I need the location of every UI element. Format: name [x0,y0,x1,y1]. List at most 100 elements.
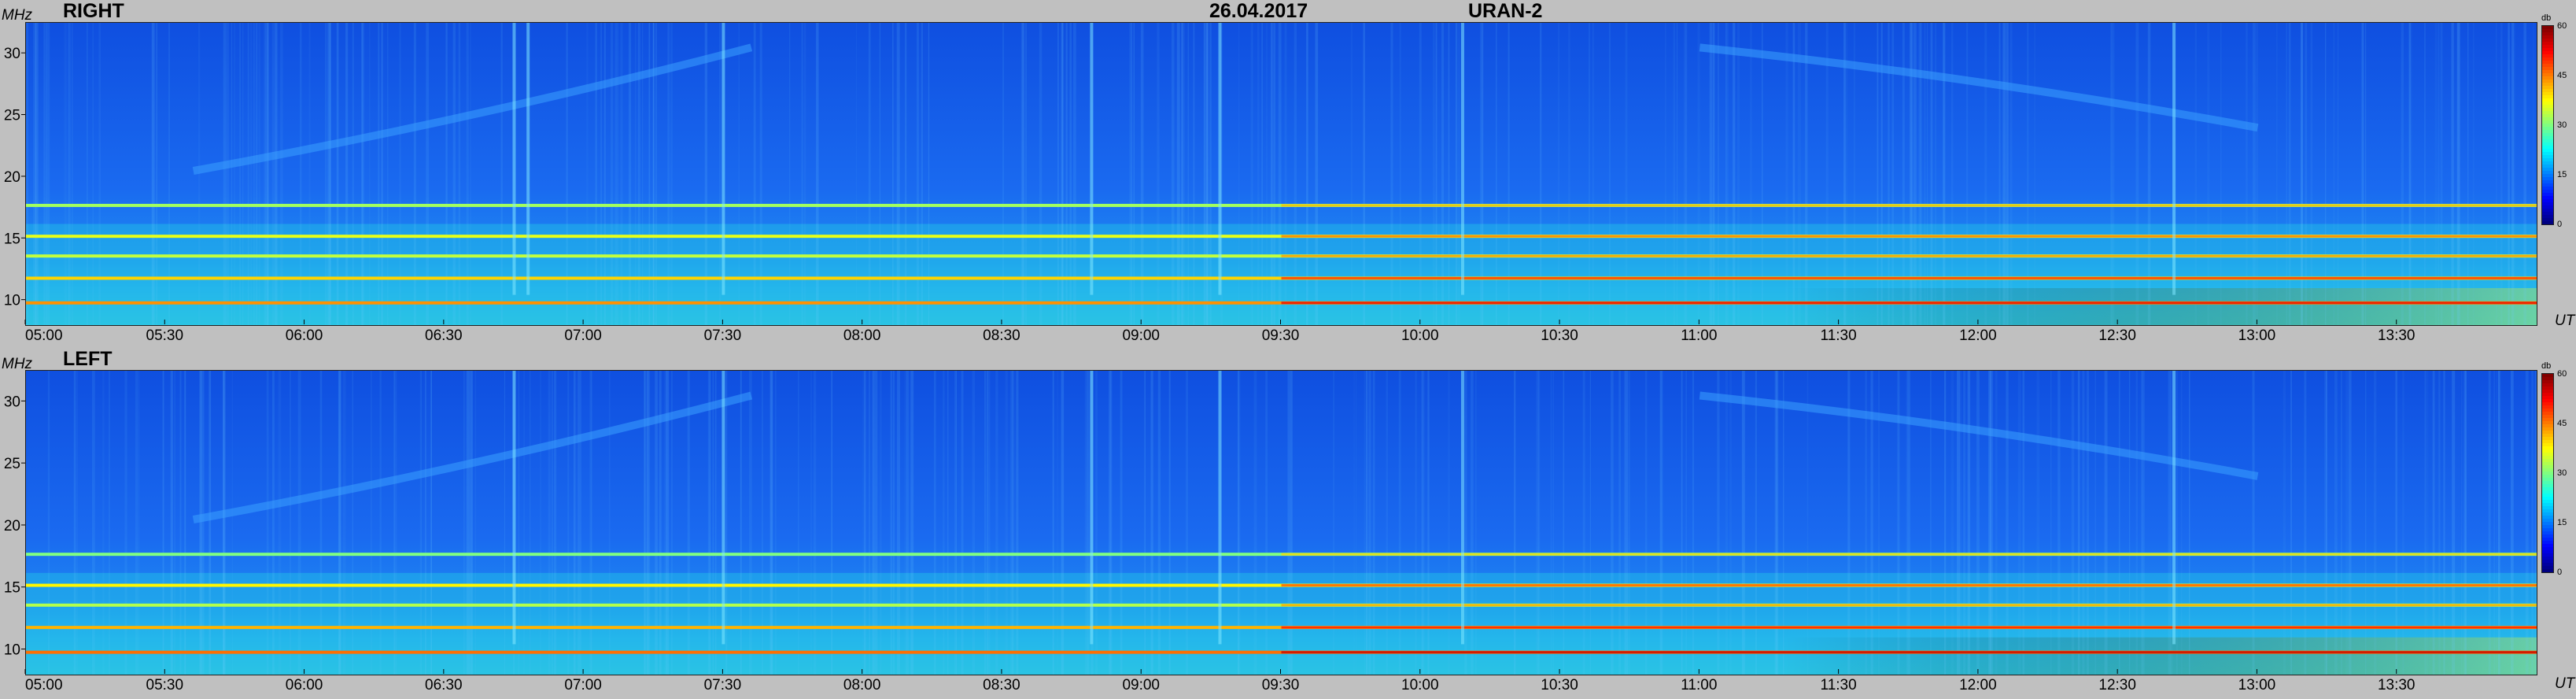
noise-column [1368,371,1371,675]
colorbar-step [2542,136,2553,140]
noise-column [272,371,275,675]
spike-6 [2172,23,2176,295]
noise-column [2301,23,2303,325]
noise-column [393,371,395,675]
noise-column [1733,23,1736,325]
colorbar-step [2542,427,2553,431]
colorbar-step [2542,98,2553,102]
noise-column [1709,23,1713,325]
noise-column [387,23,389,325]
noise-column [1120,371,1123,675]
noise-column [1956,371,1960,675]
x-tick-label: 09:30 [1262,327,1300,344]
y-tick-label: 20 [4,518,20,534]
noise-column [2111,23,2113,325]
colorbar-step [2542,383,2553,387]
noise-column [1944,371,1946,675]
y-tick-label: 20 [4,169,20,186]
noise-column [1540,23,1542,325]
noise-column [199,371,201,675]
colorbar-step [2542,171,2553,175]
noise-column [1257,23,1260,325]
noise-column [2286,23,2287,325]
noise-column [2326,371,2327,675]
noise-column [638,23,640,325]
noise-column [2365,371,2367,675]
colorbar-step [2542,26,2553,30]
noise-column [71,23,73,325]
noise-column [184,371,186,675]
noise-column [1888,23,1890,325]
noise-column [342,371,346,675]
noise-column [2288,23,2291,325]
noise-column [655,371,658,675]
noise-column [600,23,603,325]
noise-column [2467,23,2469,325]
noise-column [904,371,908,675]
x-tick-label: 06:00 [286,327,323,344]
noise-column [1206,23,1209,325]
x-tick-label: 07:00 [564,327,602,344]
y-tick-label: 10 [4,293,20,309]
noise-column [446,23,448,325]
noise-column [578,371,581,675]
noise-column [2252,371,2255,675]
noise-column [2082,371,2085,675]
noise-column [553,371,557,675]
noise-column [1422,371,1425,675]
noise-column [2451,23,2454,325]
noise-column [1150,371,1153,675]
spike-4 [1460,371,1464,645]
noise-column [1435,23,1437,325]
x-tick-label: 10:00 [1401,677,1439,693]
noise-column [1624,371,1627,675]
noise-column [1988,371,1991,675]
noise-column [1399,23,1401,325]
noise-column [1129,23,1131,325]
noise-column [1608,23,1611,325]
noise-column [1193,23,1195,325]
noise-column [810,371,812,675]
noise-column [1644,371,1648,675]
noise-column [910,371,914,675]
colorbar-step [2542,111,2553,115]
noise-column [1625,23,1628,325]
noise-column [1966,23,1969,325]
noise-column [361,23,363,325]
noise-column [1628,371,1630,675]
colorbar-step [2542,525,2553,529]
noise-column [1353,371,1355,675]
noise-column [740,371,742,675]
noise-column [551,371,553,675]
noise-column [644,371,645,675]
colorbar-tick: 60 [2557,21,2567,31]
noise-column [749,371,752,675]
spike-2 [722,23,725,295]
noise-column [1398,371,1401,675]
colorbar-step [2542,566,2553,570]
noise-column [2395,371,2397,675]
noise-column [1372,371,1375,675]
noise-column [2498,371,2501,675]
noise-column [265,23,268,325]
noise-column [2465,371,2467,675]
interference-band-2-hot [1281,254,2537,257]
noise-column [873,371,877,675]
colorbar-tick: 15 [2557,518,2567,527]
station-label: URAN-2 [1468,0,1543,22]
noise-column [1333,371,1334,675]
spike-2 [1090,371,1094,645]
noise-column [1877,371,1880,675]
noise-column [308,23,311,325]
noise-column [2110,23,2112,325]
noise-column [35,23,38,325]
noise-column [1021,23,1025,325]
noise-column [1774,371,1777,675]
noise-column [2324,23,2327,325]
noise-column [523,371,525,675]
noise-column [1016,371,1019,675]
colorbar-step [2542,35,2553,39]
noise-column [1902,23,1905,325]
colorbar-step [2542,563,2553,567]
x-tick-label: 05:30 [146,327,184,344]
